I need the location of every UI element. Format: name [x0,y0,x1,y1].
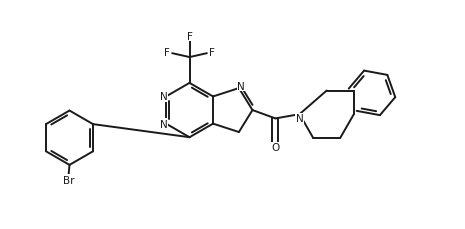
Text: N: N [159,92,167,102]
Text: Br: Br [63,175,74,185]
Text: F: F [186,32,193,42]
Text: N: N [159,119,167,129]
Text: N: N [238,81,245,91]
Text: F: F [209,48,215,58]
Text: N: N [296,114,303,124]
Text: O: O [271,143,279,153]
Text: F: F [164,48,170,58]
